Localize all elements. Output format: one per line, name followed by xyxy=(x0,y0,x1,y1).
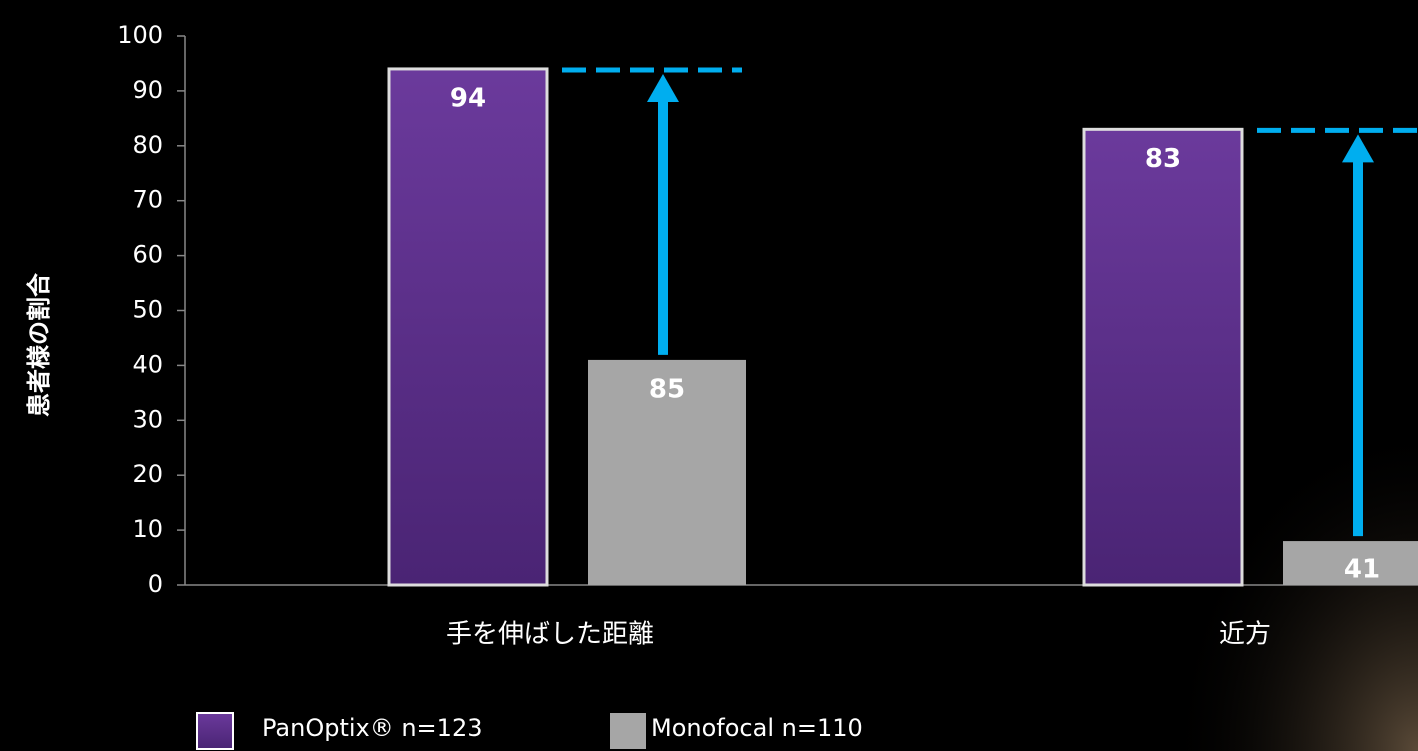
bar xyxy=(387,67,549,587)
arrow-head xyxy=(647,73,679,102)
legend-swatch xyxy=(610,713,646,749)
y-tick-label: 80 xyxy=(132,131,163,159)
y-tick-label: 70 xyxy=(132,186,163,214)
y-tick-label: 90 xyxy=(132,76,163,104)
y-tick-label: 100 xyxy=(117,21,163,49)
legend-label: PanOptix® n=123 xyxy=(262,714,482,742)
annotation: 85 xyxy=(649,374,685,404)
y-tick-label: 40 xyxy=(132,350,163,378)
legend-label: Monofocal n=110 xyxy=(651,714,863,742)
y-tick-label: 0 xyxy=(148,570,163,598)
y-tick-label: 10 xyxy=(132,515,163,543)
y-tick-label: 60 xyxy=(132,241,163,269)
y-tick-label: 30 xyxy=(132,405,163,433)
legend-swatch xyxy=(196,712,234,750)
value-label: 94 xyxy=(450,83,486,113)
bar xyxy=(1082,127,1244,587)
x-tick-label: 近方 xyxy=(1219,620,1271,650)
bar xyxy=(1283,541,1418,585)
bar xyxy=(588,359,746,585)
y-axis-label: 患者様の割合 xyxy=(25,272,53,417)
x-tick-label: 手を伸ばした距離 xyxy=(446,620,654,650)
y-tick-label: 50 xyxy=(132,296,163,324)
y-tick-label: 20 xyxy=(132,460,163,488)
annotation: 41 xyxy=(1344,555,1380,585)
value-label: 83 xyxy=(1145,144,1181,174)
arrow-head xyxy=(1342,134,1374,163)
